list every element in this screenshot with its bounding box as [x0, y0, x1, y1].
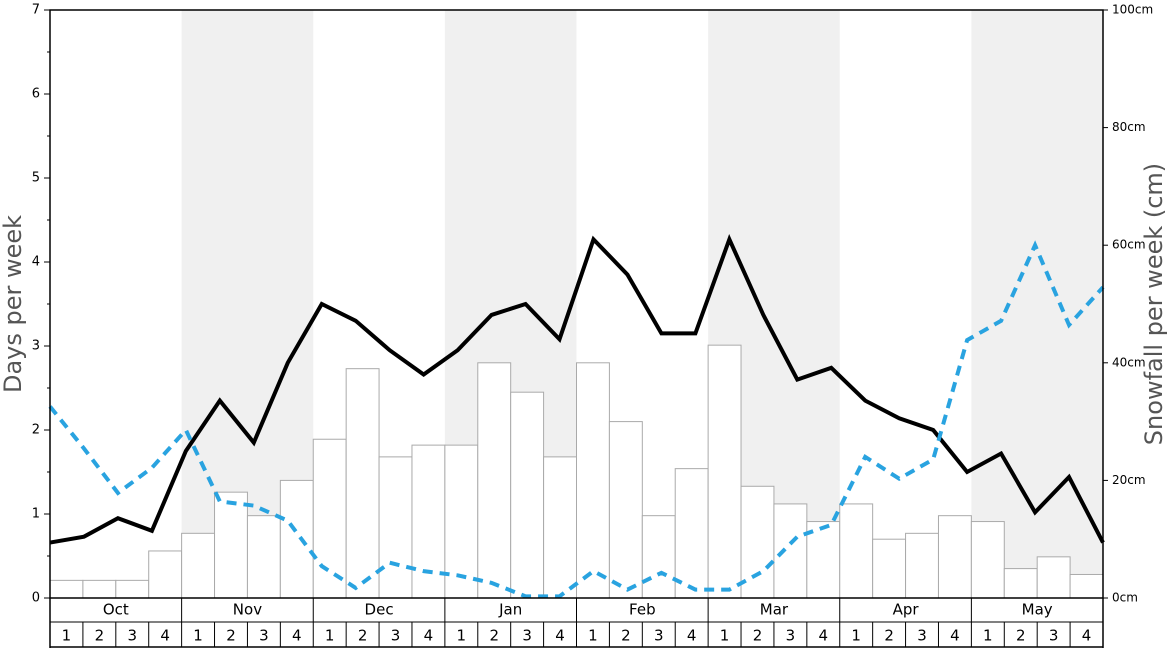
y2-tick-label: 40cm	[1112, 355, 1146, 369]
month-label: Jan	[498, 601, 522, 619]
x-tick-label: 2	[753, 627, 763, 645]
x-tick-label: 2	[489, 627, 499, 645]
y-tick-label: 3	[32, 339, 40, 354]
dashed-line	[48, 240, 1105, 599]
bar	[608, 421, 643, 599]
x-tick-label: 1	[193, 627, 203, 645]
y2-tick-label: 20cm	[1112, 473, 1146, 487]
x-tick-label: 2	[95, 627, 105, 645]
y2-axis-label: Snowfall per week (cm)	[1140, 163, 1168, 445]
bar	[1036, 556, 1071, 599]
bar	[115, 579, 150, 599]
month-label: Apr	[893, 601, 920, 619]
x-tick-label: 2	[358, 627, 368, 645]
x-tick-label: 3	[522, 627, 532, 645]
y2-tick-label: 80cm	[1112, 120, 1146, 134]
month-label: May	[1022, 601, 1053, 619]
x-tick-label: 3	[259, 627, 269, 645]
x-tick-label: 4	[292, 627, 302, 645]
x-tick-label: 1	[62, 627, 72, 645]
bar	[1003, 568, 1038, 599]
month-label: Dec	[365, 601, 394, 619]
x-tick-label: 4	[1082, 627, 1092, 645]
month-label: Mar	[760, 601, 789, 619]
bar	[510, 391, 545, 599]
y-tick-label: 7	[32, 3, 40, 18]
x-tick-label: 4	[819, 627, 829, 645]
x-tick-label: 2	[1016, 627, 1026, 645]
bar	[49, 579, 84, 599]
x-tick-label: 1	[457, 627, 467, 645]
x-tick-label: 4	[950, 627, 960, 645]
x-tick-label: 2	[621, 627, 631, 645]
bar	[970, 521, 1005, 599]
y2-tick-label: 100cm	[1112, 3, 1153, 17]
bar	[378, 456, 413, 599]
month-label: Feb	[629, 601, 656, 619]
y-tick-label: 1	[32, 507, 40, 522]
bar	[214, 491, 248, 599]
x-tick-label: 4	[160, 627, 170, 645]
x-tick-label: 1	[588, 627, 598, 645]
x-tick-label: 1	[720, 627, 730, 645]
x-tick-label: 2	[226, 627, 236, 645]
y-tick-label: 2	[32, 423, 40, 438]
bar	[641, 515, 676, 599]
x-tick-label: 4	[424, 627, 434, 645]
bar	[148, 550, 183, 599]
x-tick-label: 1	[325, 627, 335, 645]
bar	[543, 456, 577, 599]
x-tick-label: 3	[786, 627, 796, 645]
month-label: Nov	[233, 601, 262, 619]
bar	[181, 532, 216, 599]
month-label: Oct	[103, 601, 129, 619]
x-tick-label: 3	[127, 627, 137, 645]
bar	[82, 579, 117, 599]
bar	[279, 479, 314, 599]
y-tick-label: 0	[32, 591, 40, 606]
bar	[839, 503, 874, 599]
x-tick-label: 1	[851, 627, 861, 645]
x-tick-label: 2	[884, 627, 894, 645]
bar	[905, 532, 939, 599]
bar	[312, 438, 347, 599]
x-tick-label: 4	[555, 627, 565, 645]
bar	[345, 368, 380, 599]
line	[49, 233, 1105, 545]
bar	[707, 344, 742, 599]
x-tick-label: 3	[1049, 627, 1059, 645]
y-axis-label: Days per week	[0, 215, 27, 393]
y-tick-label: 6	[32, 87, 40, 102]
bar	[872, 538, 907, 599]
bar	[246, 515, 281, 599]
y-tick-label: 5	[32, 171, 40, 186]
bar	[937, 515, 972, 599]
x-tick-label: 3	[917, 627, 927, 645]
x-tick-label: 3	[391, 627, 401, 645]
y2-tick-label: 60cm	[1112, 238, 1146, 252]
x-tick-label: 3	[654, 627, 664, 645]
bar	[674, 468, 709, 599]
bar	[477, 362, 512, 599]
bar	[576, 362, 610, 599]
bar	[773, 503, 808, 599]
y-tick-label: 4	[32, 255, 40, 270]
bar	[1069, 573, 1104, 599]
x-tick-label: 4	[687, 627, 697, 645]
x-tick-label: 1	[983, 627, 993, 645]
y2-tick-label: 0cm	[1112, 591, 1138, 605]
